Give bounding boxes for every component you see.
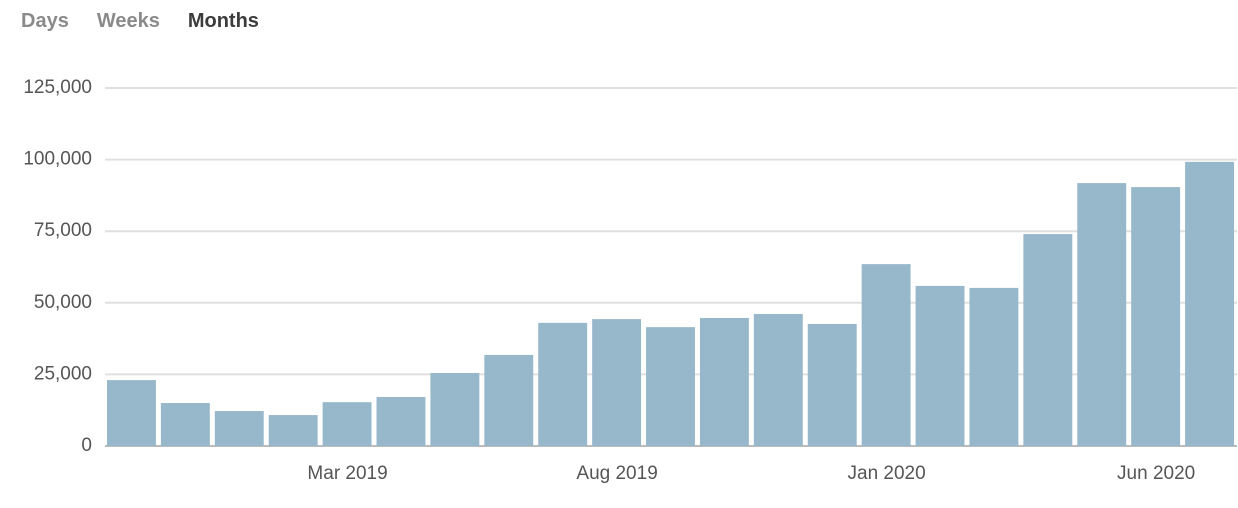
bar bbox=[538, 322, 588, 446]
x-tick-label: Mar 2019 bbox=[307, 463, 387, 484]
bar bbox=[915, 285, 965, 446]
y-tick-label: 100,000 bbox=[23, 149, 92, 170]
bar bbox=[861, 264, 911, 446]
tab[interactable]: Days bbox=[21, 10, 69, 32]
bar bbox=[107, 380, 156, 446]
bar bbox=[214, 411, 264, 446]
x-tick-label: Aug 2019 bbox=[576, 463, 657, 484]
y-tick-label: 50,000 bbox=[34, 292, 92, 313]
x-tick-label: Jun 2020 bbox=[1117, 463, 1195, 484]
bar bbox=[969, 287, 1019, 446]
x-tick-label: Jan 2020 bbox=[848, 463, 926, 484]
tab-bar: Days Weeks Months bbox=[21, 10, 259, 33]
bar bbox=[1023, 234, 1073, 446]
tab[interactable]: Months bbox=[187, 10, 259, 32]
bar bbox=[592, 319, 642, 446]
bar bbox=[322, 402, 372, 446]
bar bbox=[753, 313, 803, 446]
y-tick-label: 25,000 bbox=[34, 363, 92, 384]
y-tick-label: 125,000 bbox=[23, 77, 92, 98]
bar bbox=[1185, 161, 1234, 446]
bar bbox=[1077, 183, 1127, 447]
y-tick-label: 75,000 bbox=[34, 220, 92, 241]
bar bbox=[376, 397, 426, 446]
bar bbox=[430, 372, 480, 446]
y-tick-label: 0 bbox=[81, 435, 92, 456]
bar bbox=[160, 403, 210, 446]
tab[interactable]: Weeks bbox=[96, 10, 160, 32]
bar bbox=[699, 317, 749, 446]
bar bbox=[646, 327, 695, 446]
bar bbox=[268, 415, 318, 446]
bar bbox=[484, 354, 534, 446]
bar bbox=[1131, 187, 1181, 446]
bar bbox=[807, 323, 857, 446]
